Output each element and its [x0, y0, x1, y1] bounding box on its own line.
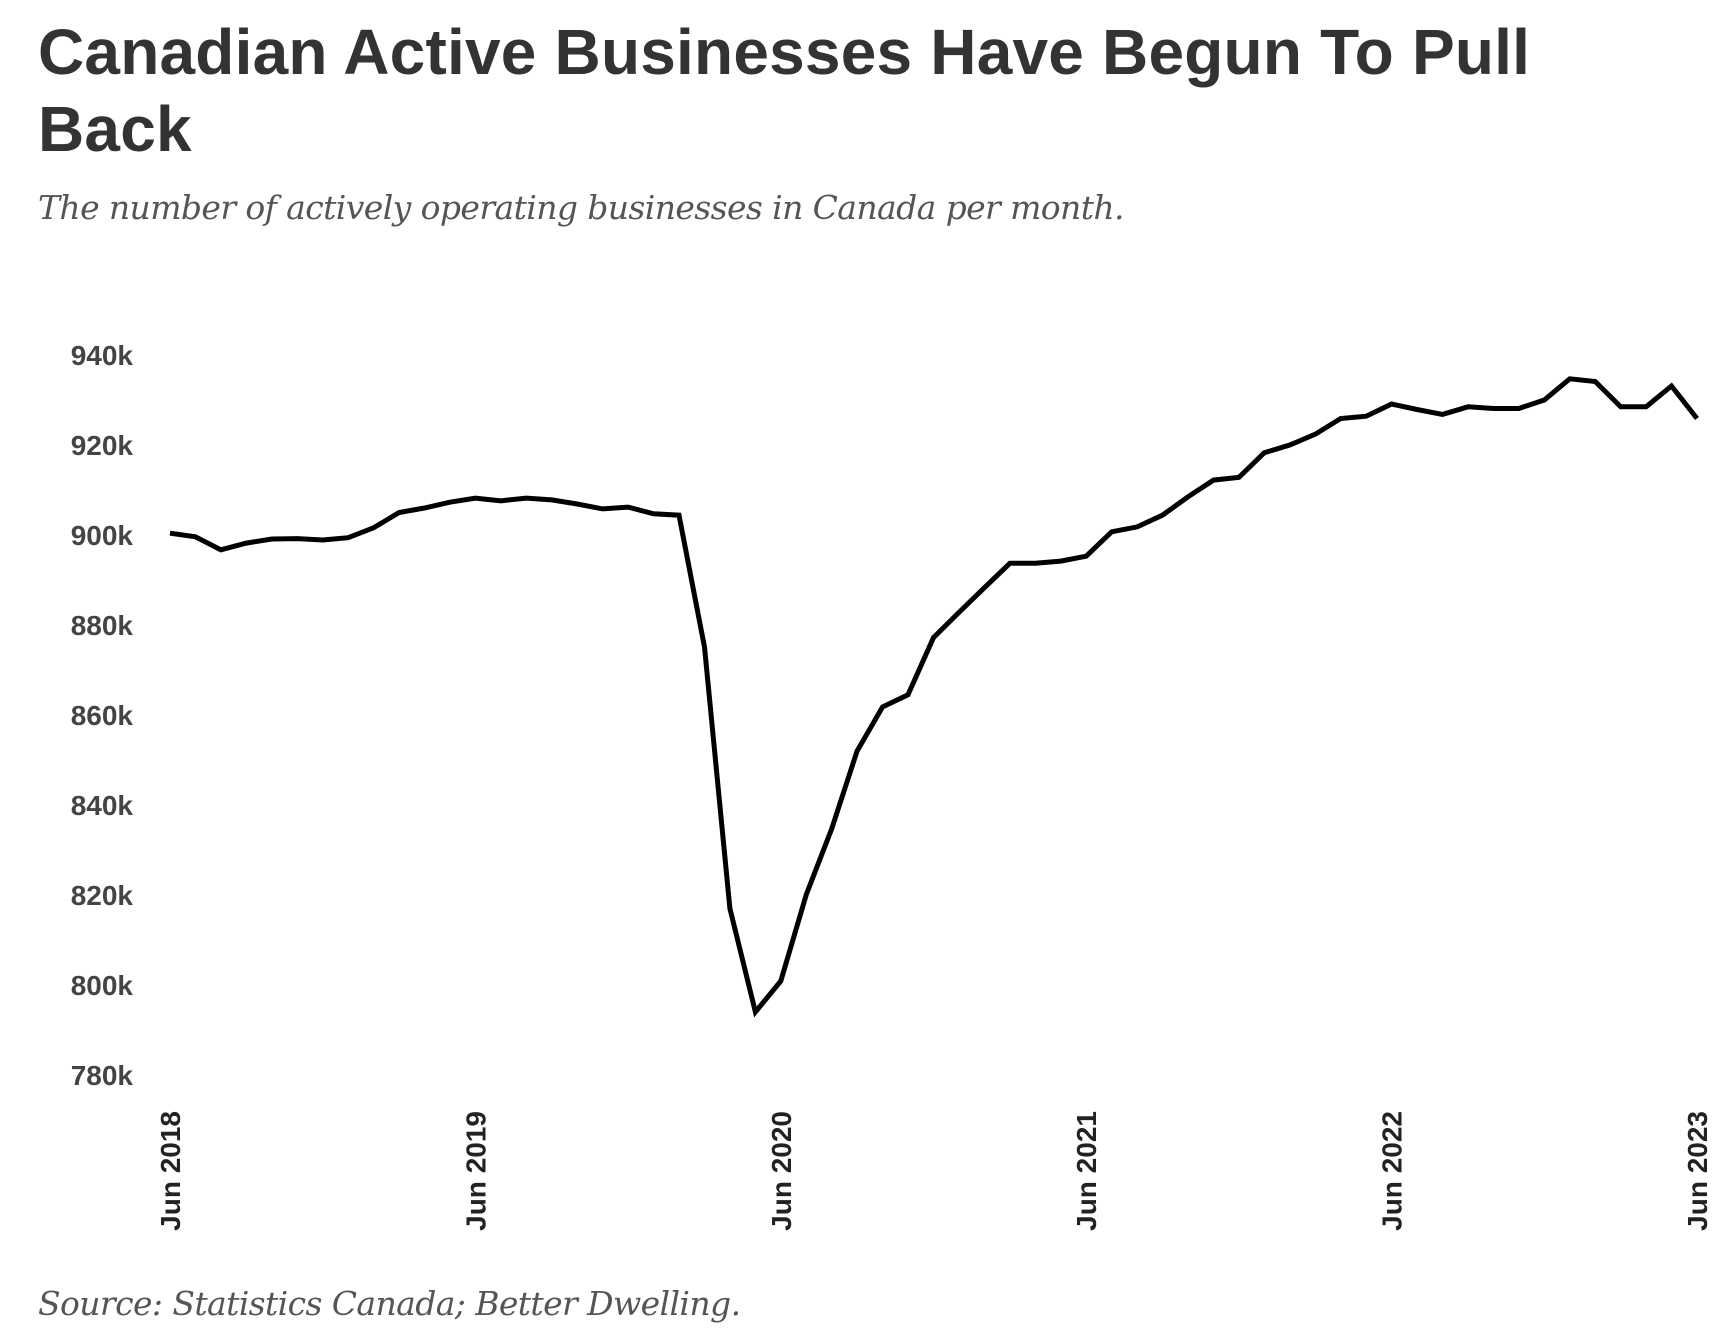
data-point	[1186, 495, 1190, 499]
data-point	[168, 531, 172, 535]
data-point	[1313, 432, 1317, 436]
data-point	[804, 893, 808, 897]
data-point	[855, 749, 859, 753]
y-tick-label: 940k	[71, 340, 134, 371]
data-point	[219, 548, 223, 552]
data-point	[321, 538, 325, 542]
data-point	[703, 645, 707, 649]
data-point	[1670, 384, 1674, 388]
data-point	[830, 827, 834, 831]
data-point	[1339, 417, 1343, 421]
data-point	[779, 979, 783, 983]
y-tick-label: 800k	[71, 970, 134, 1001]
data-point	[957, 610, 961, 614]
y-tick-label: 880k	[71, 610, 134, 641]
data-point	[1364, 414, 1368, 418]
data-point	[932, 636, 936, 640]
data-point	[753, 1010, 757, 1014]
data-point	[372, 526, 376, 530]
data-point	[423, 506, 427, 510]
data-point	[193, 535, 197, 539]
data-point	[575, 502, 579, 506]
data-point	[1568, 377, 1572, 381]
data-point	[397, 511, 401, 515]
x-tick-label: Jun 2018	[155, 1111, 186, 1231]
x-tick-label: Jun 2019	[460, 1111, 491, 1231]
data-point	[1262, 451, 1266, 455]
data-point	[346, 536, 350, 540]
data-point	[1059, 559, 1063, 563]
data-point	[1491, 407, 1495, 411]
x-tick-label: Jun 2023	[1682, 1111, 1713, 1231]
data-point	[1415, 408, 1419, 412]
data-point	[1110, 530, 1114, 534]
data-point	[1593, 380, 1597, 384]
data-point	[1237, 475, 1241, 479]
data-point	[1619, 405, 1623, 409]
data-point	[1212, 478, 1216, 482]
data-point	[499, 499, 503, 503]
data-point	[652, 512, 656, 516]
data-point	[1466, 405, 1470, 409]
y-tick-label: 860k	[71, 700, 134, 731]
y-tick-label: 900k	[71, 520, 134, 551]
data-point	[906, 693, 910, 697]
y-tick-label: 780k	[71, 1060, 134, 1091]
data-point	[881, 705, 885, 709]
data-point	[244, 541, 248, 545]
data-point	[295, 537, 299, 541]
chart-subtitle: The number of actively operating busines…	[38, 188, 1125, 227]
data-point	[1084, 554, 1088, 558]
data-point	[1644, 405, 1648, 409]
source-note: Source: Statistics Canada; Better Dwelli…	[38, 1284, 741, 1323]
data-point	[728, 907, 732, 911]
x-tick-label: Jun 2022	[1377, 1111, 1408, 1231]
y-tick-label: 840k	[71, 790, 134, 821]
plot-area	[168, 376, 1699, 1018]
data-point	[1288, 443, 1292, 447]
data-point	[1542, 398, 1546, 402]
data-point	[270, 537, 274, 541]
x-tick-label: Jun 2020	[766, 1111, 797, 1231]
data-point	[626, 505, 630, 509]
data-point	[448, 500, 452, 504]
data-point	[1695, 417, 1699, 421]
x-tick-label: Jun 2021	[1071, 1111, 1102, 1231]
y-tick-label: 820k	[71, 880, 134, 911]
data-point	[1441, 412, 1445, 416]
data-point	[524, 496, 528, 500]
chart-title: Canadian Active Businesses Have Begun To…	[38, 16, 1531, 165]
data-point	[473, 496, 477, 500]
data-point	[1008, 561, 1012, 565]
data-point	[1033, 561, 1037, 565]
y-axis: 940k 920k 900k 880k 860k 840k 820k 800k 780k	[71, 340, 134, 1091]
y-tick-label: 920k	[71, 430, 134, 461]
series-line-active-businesses	[169, 376, 1699, 1018]
data-point	[550, 498, 554, 502]
x-axis: Jun 2018 Jun 2019 Jun 2020 Jun 2021 Jun 2022…	[155, 1111, 1713, 1231]
data-point	[982, 586, 986, 590]
data-point	[1161, 513, 1165, 517]
data-point	[1135, 525, 1139, 529]
data-point	[1517, 407, 1521, 411]
data-point	[677, 513, 681, 517]
data-point	[601, 507, 605, 511]
data-point	[1390, 402, 1394, 406]
